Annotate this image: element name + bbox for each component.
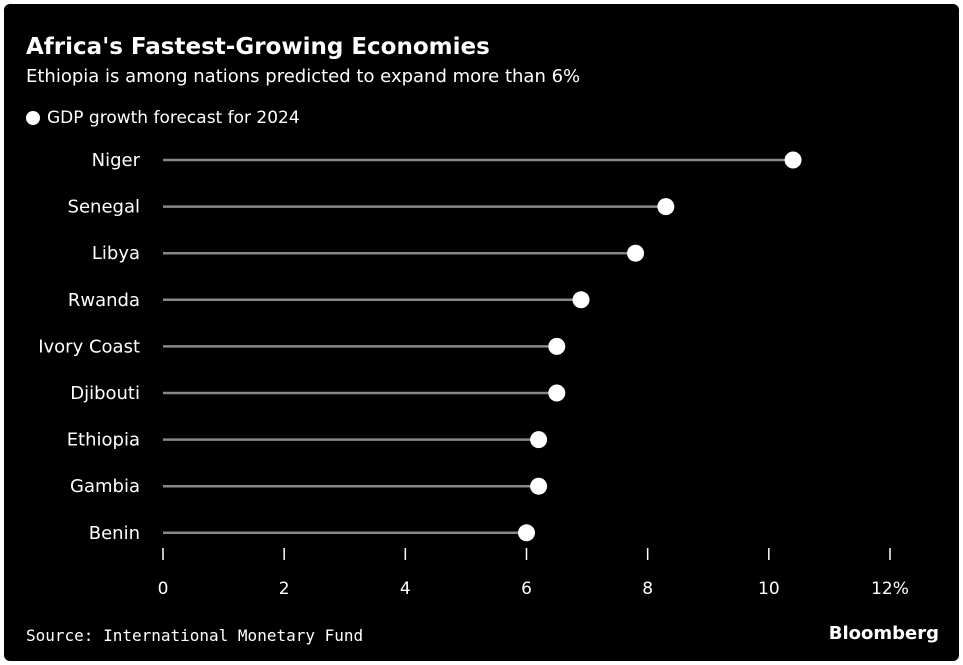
chart-subtitle: Ethiopia is among nations predicted to e… [26,66,581,87]
data-point [530,431,548,449]
x-tick-label: 6 [521,579,532,599]
data-point [784,151,802,169]
data-point [530,477,548,495]
data-point [518,524,535,542]
x-tick-label: 2 [279,579,290,599]
x-tick-label: 0 [158,579,169,599]
category-label: Gambia [70,476,140,497]
legend-dot-icon [26,111,40,125]
source-note: Source: International Monetary Fund [26,626,364,645]
data-point [548,337,566,355]
data-point [657,198,675,216]
category-label: Niger [92,150,141,171]
data-point [548,384,566,402]
category-label: Ethiopia [67,430,140,451]
category-label: Benin [89,523,140,544]
category-label: Ivory Coast [38,336,140,357]
category-label: Djibouti [70,383,140,404]
brand-logo: Bloomberg [828,623,939,644]
legend-label: GDP growth forecast for 2024 [47,108,300,128]
data-point [627,244,645,262]
chart-title: Africa's Fastest-Growing Economies [26,34,490,60]
x-tick-label: 12% [871,579,909,599]
x-tick-label: 10 [758,579,780,599]
x-tick-label: 4 [400,579,411,599]
data-point [572,291,590,309]
x-tick-label: 8 [642,579,653,599]
category-label: Senegal [68,197,140,218]
category-label: Rwanda [68,290,140,311]
legend: GDP growth forecast for 2024 [26,108,300,128]
category-label: Libya [92,243,140,264]
